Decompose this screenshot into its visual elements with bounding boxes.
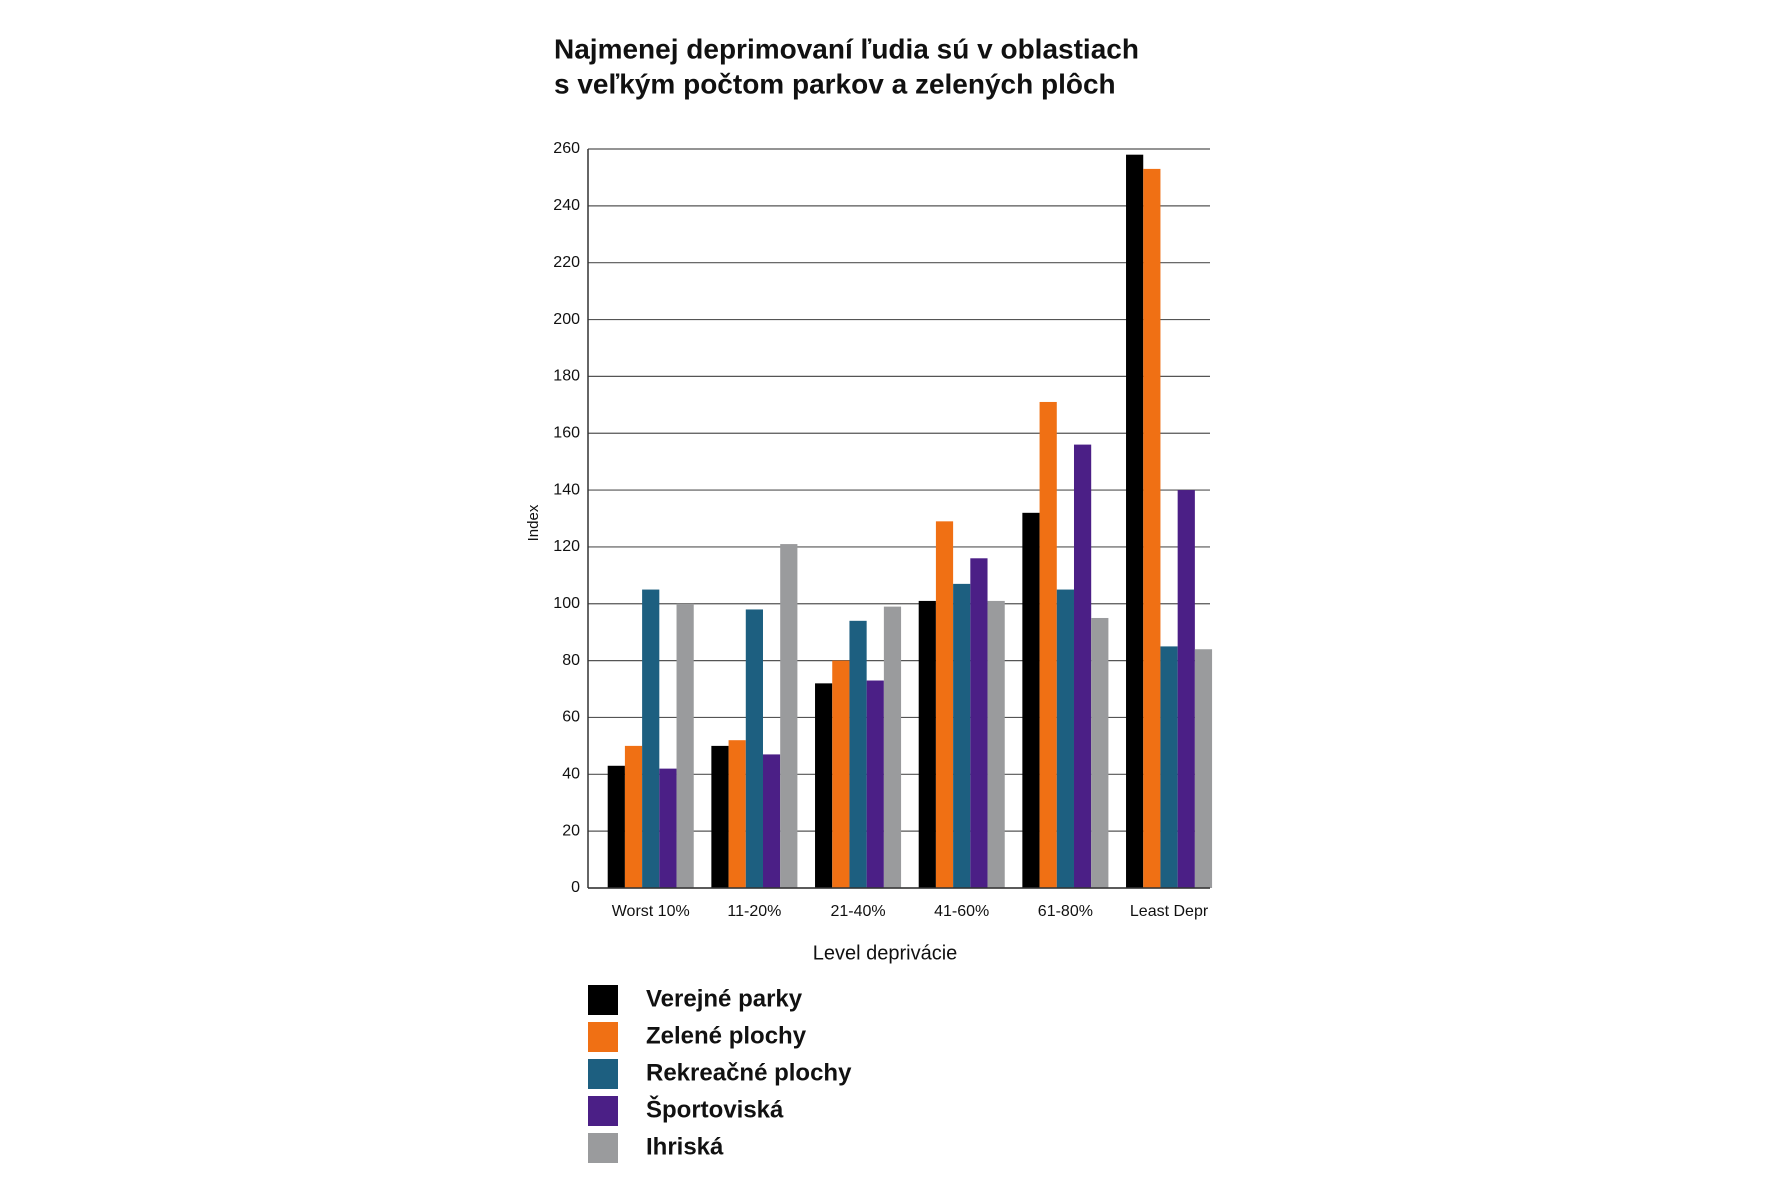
legend-swatch xyxy=(588,1059,618,1089)
y-tick-label: 80 xyxy=(562,652,580,669)
bar xyxy=(1056,589,1074,888)
bar xyxy=(1160,646,1178,888)
y-axis-title: Index xyxy=(525,504,542,541)
x-axis-title: Level deprivácie xyxy=(813,942,958,964)
legend-label: Rekreačné plochy xyxy=(646,1059,852,1086)
legend-swatch xyxy=(588,985,618,1015)
y-tick-label: 60 xyxy=(562,709,580,726)
y-tick-label: 0 xyxy=(571,879,580,896)
bar xyxy=(676,603,694,888)
x-tick-label: Least Depr xyxy=(1130,903,1209,920)
bar xyxy=(1039,401,1057,888)
legend-swatch xyxy=(588,1096,618,1126)
bar xyxy=(762,754,781,888)
y-tick-label: 220 xyxy=(553,254,580,271)
legend-swatch xyxy=(588,1022,618,1052)
bar xyxy=(1126,154,1144,888)
y-tick-label: 160 xyxy=(553,424,580,441)
bar xyxy=(1091,617,1109,888)
bar xyxy=(728,740,746,888)
bar xyxy=(624,745,643,888)
bar xyxy=(780,544,798,888)
y-tick-label: 180 xyxy=(553,368,580,385)
bar xyxy=(711,745,729,888)
y-tick-label: 260 xyxy=(553,140,580,157)
y-tick-label: 40 xyxy=(562,766,580,783)
y-tick-label: 200 xyxy=(553,311,580,328)
bar xyxy=(1143,168,1161,889)
chart-title: s veľkým počtom parkov a zelených plôch xyxy=(554,68,1116,99)
x-tick-label: Worst 10% xyxy=(612,903,690,920)
bar xyxy=(935,521,954,888)
bar xyxy=(815,683,833,888)
y-tick-label: 100 xyxy=(553,595,580,612)
y-tick-label: 240 xyxy=(553,197,580,214)
legend-label: Ihriská xyxy=(646,1133,724,1160)
chart-title: Najmenej deprimovaní ľudia sú v oblastia… xyxy=(554,33,1139,64)
legend-swatch xyxy=(588,1133,618,1163)
bar xyxy=(607,765,625,888)
bar xyxy=(1194,649,1213,888)
bar xyxy=(970,558,988,888)
bar xyxy=(1177,490,1195,888)
bar xyxy=(849,620,867,888)
x-tick-label: 61-80% xyxy=(1038,903,1093,920)
y-tick-label: 140 xyxy=(553,481,580,498)
bar xyxy=(866,680,884,888)
x-tick-label: 21-40% xyxy=(830,903,885,920)
bar xyxy=(642,589,660,888)
bar xyxy=(745,609,763,888)
x-tick-label: 41-60% xyxy=(934,903,989,920)
y-tick-label: 20 xyxy=(562,822,580,839)
bar xyxy=(832,660,850,888)
bar xyxy=(883,606,902,888)
bar xyxy=(953,583,971,888)
bar xyxy=(918,600,936,888)
x-tick-label: 11-20% xyxy=(727,903,781,920)
legend-label: Zelené plochy xyxy=(646,1022,807,1049)
y-tick-label: 120 xyxy=(553,538,580,555)
bar xyxy=(659,768,677,888)
bar xyxy=(1073,444,1092,888)
bar xyxy=(1022,512,1040,888)
bar xyxy=(987,600,1005,888)
legend-label: Športoviská xyxy=(646,1095,784,1123)
legend-label: Verejné parky xyxy=(646,985,803,1012)
